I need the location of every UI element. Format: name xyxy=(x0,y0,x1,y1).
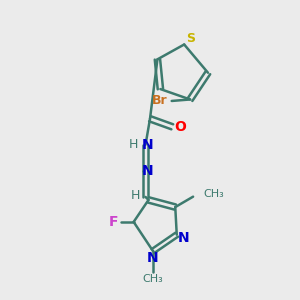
Text: N: N xyxy=(147,251,159,265)
Text: CH₃: CH₃ xyxy=(203,189,224,199)
Text: N: N xyxy=(142,138,154,152)
Text: F: F xyxy=(109,215,118,229)
Text: N: N xyxy=(142,164,154,178)
Text: H: H xyxy=(130,189,140,202)
Text: S: S xyxy=(186,32,195,45)
Text: O: O xyxy=(174,120,186,134)
Text: CH₃: CH₃ xyxy=(142,274,163,284)
Text: N: N xyxy=(178,231,189,245)
Text: H: H xyxy=(129,138,138,151)
Text: Br: Br xyxy=(152,94,167,107)
